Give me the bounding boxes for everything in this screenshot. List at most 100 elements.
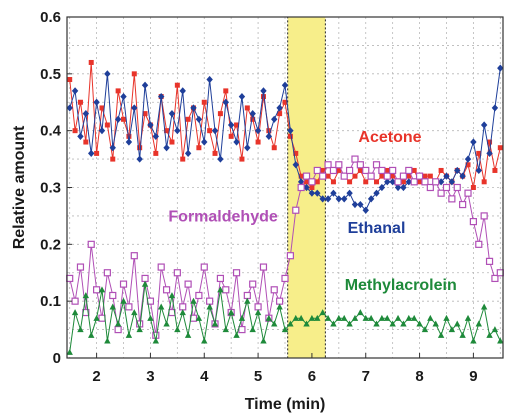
- data-point: [443, 314, 450, 321]
- data-point: [147, 121, 154, 129]
- data-point: [319, 309, 326, 316]
- data-point: [465, 162, 471, 168]
- data-point: [233, 138, 240, 146]
- data-point: [497, 64, 504, 72]
- data-point: [335, 314, 343, 321]
- data-point: [400, 320, 407, 327]
- data-point: [330, 179, 336, 185]
- data-point: [141, 81, 149, 89]
- data-point: [406, 173, 412, 179]
- data-point: [324, 314, 332, 321]
- data-point: [265, 314, 273, 321]
- data-point: [281, 274, 289, 283]
- data-point: [324, 195, 332, 203]
- data-point: [249, 326, 256, 333]
- data-point: [157, 303, 165, 310]
- data-point: [184, 149, 192, 157]
- x-tick-label: 2: [92, 368, 100, 385]
- series-label-methylacrolein: Methylacrolein: [345, 277, 457, 294]
- data-point: [405, 178, 413, 186]
- data-point: [475, 320, 482, 327]
- data-point: [120, 297, 127, 304]
- data-point: [330, 189, 337, 197]
- y-tick-label: 0.5: [40, 66, 61, 83]
- data-point: [390, 173, 396, 179]
- data-point: [335, 195, 343, 203]
- data-point: [292, 206, 300, 214]
- data-point: [152, 337, 160, 344]
- data-point: [87, 240, 95, 248]
- series-label-formaldehyde: Formaldehyde: [168, 209, 277, 226]
- data-point: [492, 167, 498, 173]
- data-point: [222, 286, 230, 294]
- data-point: [345, 166, 354, 175]
- series-methylacrolein: [66, 280, 504, 355]
- data-point: [99, 105, 105, 111]
- data-point: [362, 206, 369, 214]
- data-point: [98, 314, 106, 322]
- data-point: [109, 291, 117, 300]
- data-point: [313, 166, 321, 175]
- data-point: [336, 167, 342, 173]
- data-point: [93, 314, 100, 321]
- data-point: [480, 212, 488, 220]
- data-point: [270, 286, 278, 294]
- data-point: [491, 274, 499, 283]
- data-point: [249, 280, 257, 288]
- data-point: [297, 183, 305, 192]
- data-point: [453, 183, 461, 192]
- data-point: [216, 274, 225, 283]
- data-point: [136, 326, 143, 333]
- data-point: [281, 326, 289, 333]
- data-point: [126, 133, 132, 139]
- data-point: [201, 99, 207, 105]
- data-point: [319, 172, 327, 180]
- data-point: [211, 320, 219, 327]
- data-point: [223, 88, 229, 94]
- data-point: [277, 111, 283, 117]
- data-point: [114, 320, 122, 327]
- data-point: [77, 132, 84, 140]
- data-point: [389, 166, 397, 175]
- data-point: [432, 178, 440, 186]
- y-tick-label: 0.2: [40, 236, 61, 253]
- data-point: [427, 173, 433, 179]
- data-point: [153, 150, 159, 156]
- data-point: [195, 314, 203, 321]
- data-point: [394, 314, 402, 321]
- data-point: [384, 178, 391, 186]
- data-point: [341, 314, 348, 321]
- data-point: [442, 183, 451, 192]
- data-point: [421, 178, 429, 186]
- data-point: [271, 115, 278, 123]
- data-point: [88, 59, 94, 65]
- data-point: [238, 314, 246, 321]
- data-point: [66, 348, 73, 355]
- data-point: [491, 326, 499, 333]
- x-tick-label: 9: [469, 368, 477, 385]
- data-point: [378, 183, 386, 192]
- data-point: [400, 179, 406, 185]
- data-point: [308, 189, 316, 197]
- data-point: [131, 71, 137, 77]
- data-point: [195, 115, 203, 123]
- data-point: [227, 121, 235, 129]
- data-point: [421, 326, 429, 333]
- data-point: [287, 127, 294, 135]
- data-point: [66, 104, 73, 112]
- data-point: [405, 314, 413, 321]
- data-point: [443, 172, 450, 180]
- data-point: [325, 173, 331, 179]
- data-point: [254, 303, 262, 311]
- series-label-ethanal: Ethanal: [348, 220, 406, 237]
- data-point: [260, 94, 266, 100]
- data-point: [384, 314, 391, 321]
- data-point: [346, 189, 353, 197]
- data-point: [437, 331, 445, 338]
- data-point: [233, 331, 240, 338]
- data-point: [304, 179, 310, 185]
- data-point: [394, 178, 402, 186]
- data-point: [259, 263, 268, 271]
- data-point: [200, 263, 208, 271]
